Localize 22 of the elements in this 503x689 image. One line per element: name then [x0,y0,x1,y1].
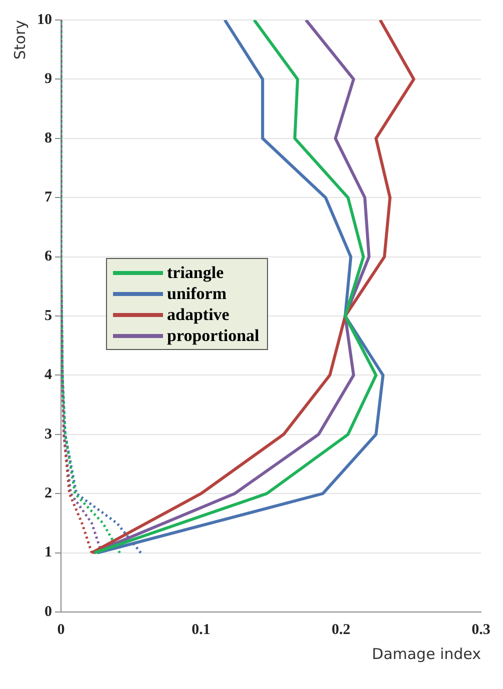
x-tick-label: 0.2 [332,622,350,638]
y-tick-label: 8 [44,130,52,146]
y-tick-label: 10 [37,12,52,28]
line-series [61,20,122,554]
y-axis-title: Story [10,20,29,60]
legend-label: proportional [167,325,260,346]
legend-label: adaptive [167,304,230,325]
x-axis-title: Damage index [372,644,482,663]
x-tick-label: 0 [57,622,65,638]
x-tick-label: 0.1 [192,622,210,638]
y-tick-label: 2 [44,485,52,502]
y-tick-label: 4 [44,367,52,384]
y-tick-label: 0 [44,604,52,620]
y-tick-label: 3 [44,426,52,442]
legend-label: uniform [167,283,226,304]
y-tick-label: 5 [44,308,52,324]
y-tick-label: 6 [44,248,52,265]
y-tick-label: 7 [44,189,52,206]
y-tick-label: 1 [44,544,52,561]
legend-label: triangle [167,262,224,283]
x-tick-label: 0.3 [472,622,490,638]
y-tick-label: 9 [44,71,52,88]
